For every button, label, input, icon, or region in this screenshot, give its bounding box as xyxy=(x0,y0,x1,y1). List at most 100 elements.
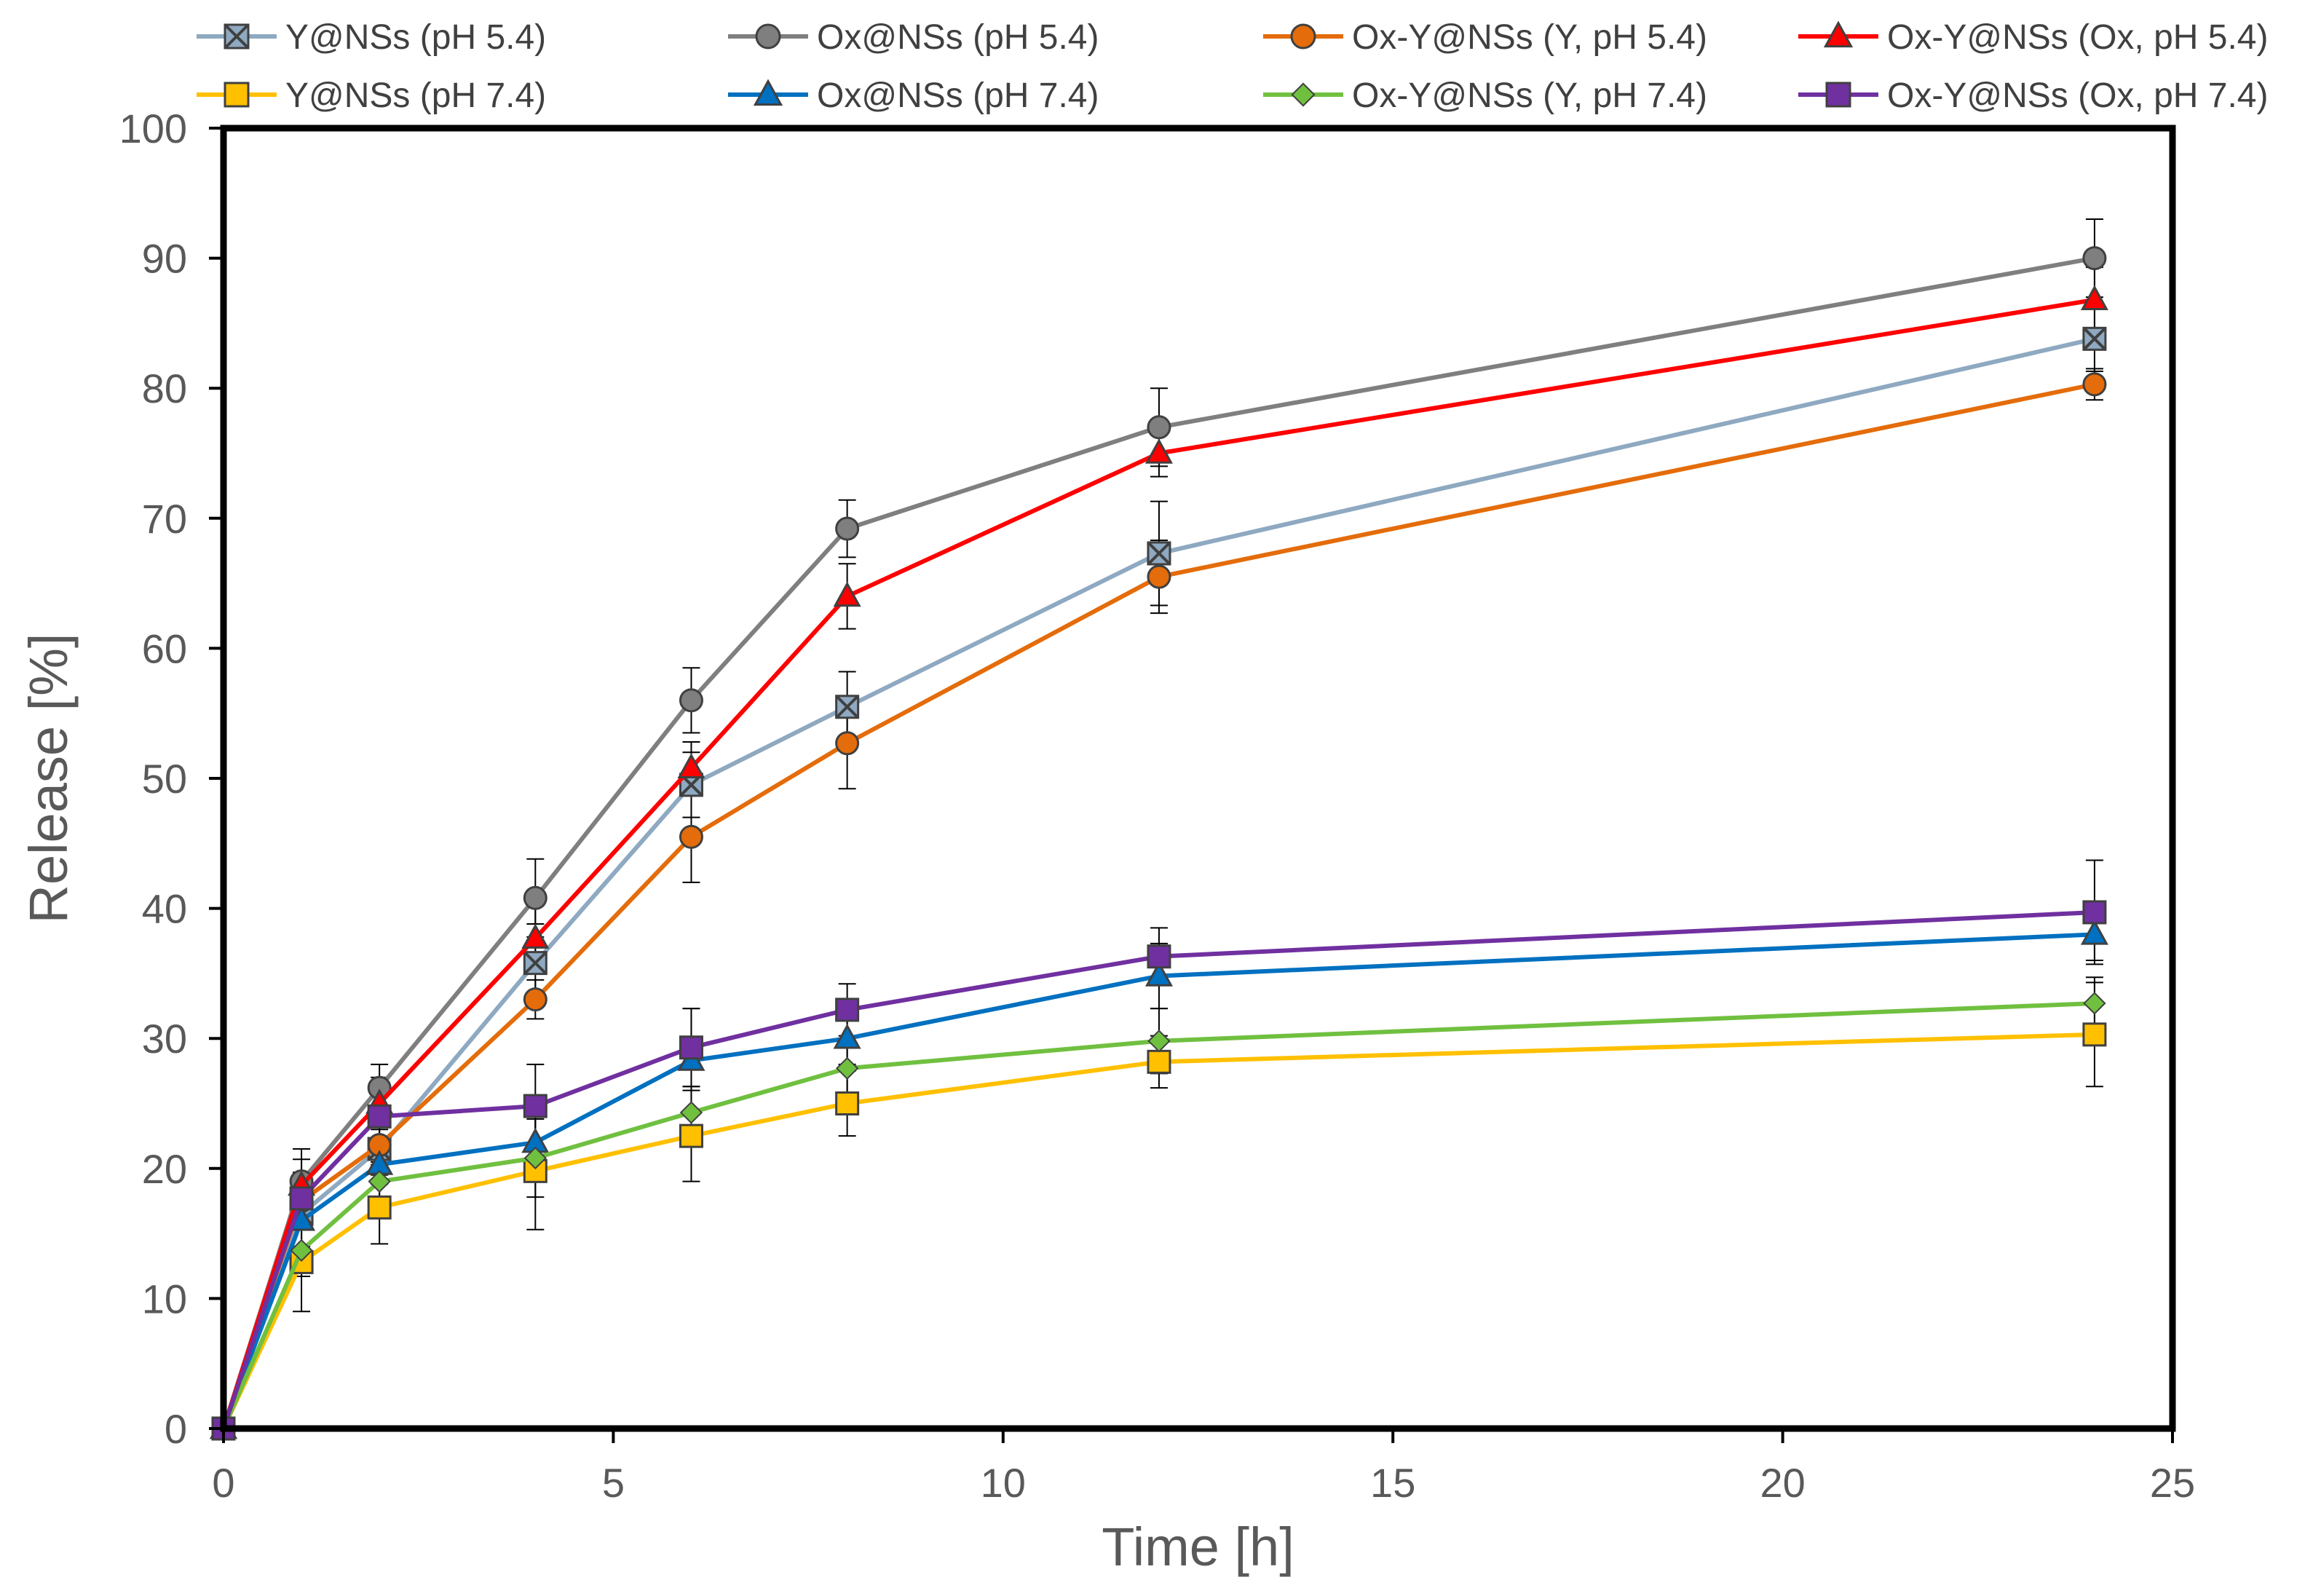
legend-label: Y@NSs (pH 5.4) xyxy=(285,18,546,57)
data-point xyxy=(1147,1030,1171,1053)
data-point xyxy=(367,1104,392,1129)
plot-frame xyxy=(220,125,2176,1432)
data-point-cross xyxy=(2082,326,2107,351)
data-point xyxy=(755,23,781,50)
data-point xyxy=(224,82,250,108)
data-point xyxy=(1144,438,1173,464)
y-axis-title: Release [%] xyxy=(18,633,79,924)
series xyxy=(211,900,2107,1441)
data-point xyxy=(835,516,860,541)
legend-item: Ox-Y@NSs (Y, pH 5.4) xyxy=(1263,18,1707,57)
data-point xyxy=(2082,246,2107,271)
data-point xyxy=(523,885,547,910)
data-point xyxy=(677,753,705,778)
series-line xyxy=(221,932,2095,1430)
data-point xyxy=(224,23,250,50)
error-bars xyxy=(293,981,2103,1313)
data-point xyxy=(1291,82,1316,107)
data-point xyxy=(367,1195,392,1220)
series-line xyxy=(221,382,2095,1429)
data-point xyxy=(1144,961,1173,987)
series xyxy=(209,285,2108,1439)
data-point xyxy=(835,695,860,719)
series-line xyxy=(221,1000,2095,1430)
data-point xyxy=(523,987,547,1012)
data-point-cross xyxy=(835,695,860,719)
y-tick-label: 40 xyxy=(142,886,187,932)
data-point-cross xyxy=(1147,541,1171,566)
data-point xyxy=(2080,285,2108,311)
y-tick-label: 80 xyxy=(142,366,187,411)
legend-label: Ox-Y@NSs (Ox, pH 7.4) xyxy=(1887,76,2268,115)
legend-label: Ox-Y@NSs (Ox, pH 5.4) xyxy=(1887,18,2268,57)
data-point xyxy=(679,1123,703,1148)
series-line xyxy=(221,336,2095,1430)
legend-item: Y@NSs (pH 5.4) xyxy=(197,18,546,57)
data-point xyxy=(1147,1049,1171,1074)
legend-item: Y@NSs (pH 7.4) xyxy=(197,76,546,115)
data-point xyxy=(2082,1022,2107,1047)
legend-label: Y@NSs (pH 7.4) xyxy=(285,76,546,115)
data-point xyxy=(1290,23,1316,50)
series xyxy=(211,1022,2107,1441)
y-tick-label: 50 xyxy=(142,756,187,802)
data-point xyxy=(835,998,860,1022)
data-point xyxy=(835,1056,859,1080)
plot-marks xyxy=(209,218,2108,1441)
data-point xyxy=(521,923,550,949)
data-point xyxy=(833,1023,861,1049)
data-point xyxy=(523,1146,547,1170)
y-tick-label: 100 xyxy=(119,106,187,151)
data-point xyxy=(368,1169,391,1193)
data-point xyxy=(289,1186,314,1211)
legend-item: Ox-Y@NSs (Ox, pH 5.4) xyxy=(1798,18,2268,57)
x-axis-title: Time [h] xyxy=(1102,1517,1294,1577)
legend-label: Ox-Y@NSs (Y, pH 5.4) xyxy=(1352,18,1707,57)
x-tick-label: 15 xyxy=(1370,1460,1415,1506)
data-point xyxy=(1823,20,1854,48)
x-tick-label: 20 xyxy=(1760,1460,1805,1506)
series-line xyxy=(221,256,2095,1429)
data-point-cross xyxy=(523,951,547,976)
series-line xyxy=(221,1032,2095,1430)
y-tick-label: 60 xyxy=(142,625,187,671)
error-bars xyxy=(293,218,2103,1215)
legend-item: Ox@NSs (pH 7.4) xyxy=(728,76,1099,115)
data-point xyxy=(2083,992,2106,1015)
x-tick-label: 5 xyxy=(602,1460,625,1506)
legend-item: Ox-Y@NSs (Y, pH 7.4) xyxy=(1263,76,1707,115)
legend-item: Ox@NSs (pH 5.4) xyxy=(728,18,1099,57)
data-point xyxy=(1147,415,1171,440)
axes: 0 5 10 15 20 25 0 10 20 30 40 50 60 70 80 90 100 xyxy=(119,106,2196,1506)
data-point xyxy=(833,581,861,607)
series xyxy=(211,326,2107,1441)
legend-item: Ox-Y@NSs (Ox, pH 7.4) xyxy=(1798,76,2268,115)
legend-label: Ox@NSs (pH 5.4) xyxy=(817,18,1099,57)
data-point xyxy=(1147,944,1171,969)
data-point xyxy=(2082,900,2107,925)
legend-label: Ox@NSs (pH 7.4) xyxy=(817,76,1099,115)
data-point xyxy=(753,79,783,106)
y-tick-label: 10 xyxy=(142,1276,187,1322)
data-point xyxy=(2082,326,2107,351)
data-point-cross xyxy=(224,23,250,50)
x-tick-label: 10 xyxy=(981,1460,1026,1506)
error-bars xyxy=(293,907,2103,1247)
y-tick-label: 20 xyxy=(142,1146,187,1192)
series-line xyxy=(221,909,2095,1429)
data-point xyxy=(1147,564,1171,589)
data-point xyxy=(523,1094,547,1118)
error-bars xyxy=(293,266,2103,1212)
y-tick-label: 70 xyxy=(142,496,187,542)
y-tick-label: 90 xyxy=(142,236,187,282)
legend-label: Ox-Y@NSs (Y, pH 7.4) xyxy=(1352,76,1707,115)
data-point xyxy=(679,1035,703,1060)
data-point xyxy=(835,731,860,756)
y-tick-label: 30 xyxy=(142,1016,187,1062)
data-point xyxy=(679,1101,703,1124)
data-point xyxy=(1147,541,1171,566)
data-point xyxy=(1825,82,1851,108)
series xyxy=(211,246,2107,1441)
